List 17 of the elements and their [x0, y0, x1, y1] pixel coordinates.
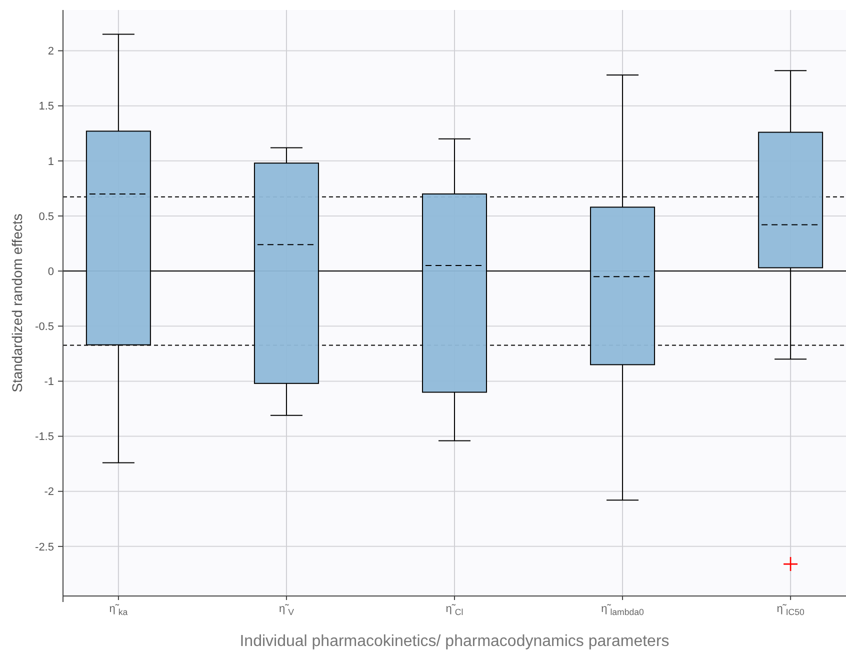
x-axis-title: Individual pharmacokinetics/ pharmacodynamics parameters	[240, 633, 670, 650]
y-tick-label: -2	[44, 486, 54, 498]
x-tick-label: η̃$_{ka}$	[109, 603, 128, 618]
y-tick-label: -1	[44, 376, 54, 388]
y-tick-label: 2	[48, 46, 54, 58]
y-axis-title: Standardized random effects	[9, 214, 25, 392]
x-tick-label: η̃$_{V}$	[278, 603, 294, 618]
y-tick-label: -0.5	[35, 320, 54, 333]
y-tick-label: -2.5	[35, 541, 54, 554]
y-tick-label: 0	[48, 266, 54, 278]
y-tick-label: 1	[48, 156, 54, 168]
y-tick-label: -1.5	[35, 431, 54, 444]
y-tick-label: 1.5	[38, 100, 54, 113]
x-tick-label: η̃$_{IC50}$	[776, 603, 805, 618]
x-tick-label: η̃$_{lambda0}$	[601, 603, 644, 618]
y-tick-label: 0.5	[38, 210, 54, 223]
x-tick-label: η̃$_{Cl}$	[446, 603, 464, 618]
